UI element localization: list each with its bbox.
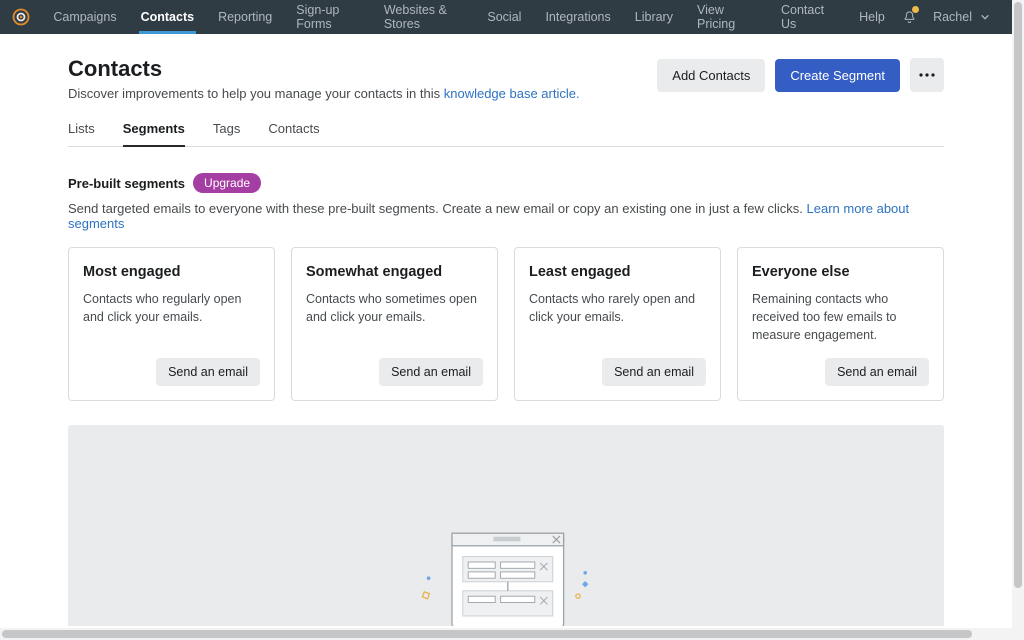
segment-card-title: Most engaged xyxy=(83,264,260,280)
upgrade-pill[interactable]: Upgrade xyxy=(193,173,261,193)
vertical-scrollbar[interactable] xyxy=(1012,0,1024,628)
segment-card-title: Least engaged xyxy=(529,264,706,280)
segment-card-title: Everyone else xyxy=(752,264,929,280)
empty-state: You haven't created any segments. Create… xyxy=(68,425,944,626)
prebuilt-subtext: Send targeted emails to everyone with th… xyxy=(68,201,944,231)
nav-view-pricing[interactable]: View Pricing xyxy=(685,0,769,34)
brand-logo[interactable] xyxy=(0,0,41,34)
segment-card: Least engaged Contacts who rarely open an… xyxy=(514,247,721,401)
chevron-down-icon xyxy=(980,12,990,22)
segment-card: Everyone else Remaining contacts who rece… xyxy=(737,247,944,401)
nav-contacts[interactable]: Contacts xyxy=(129,0,206,34)
segment-card-desc: Contacts who sometimes open and click yo… xyxy=(306,290,483,344)
page-subtitle-text: Discover improvements to help you manage… xyxy=(68,86,444,101)
tab-segments[interactable]: Segments xyxy=(123,121,185,146)
tab-tags[interactable]: Tags xyxy=(213,121,240,146)
prebuilt-heading: Pre-built segments xyxy=(68,176,185,191)
ellipsis-icon xyxy=(919,73,935,77)
more-actions-button[interactable] xyxy=(910,58,944,92)
user-menu[interactable]: Rachel xyxy=(923,0,996,34)
create-segment-button[interactable]: Create Segment xyxy=(775,59,900,92)
segment-card-title: Somewhat engaged xyxy=(306,264,483,280)
notifications-button[interactable] xyxy=(897,0,923,34)
horizontal-scrollbar[interactable] xyxy=(0,628,1024,640)
nav-contact-us[interactable]: Contact Us xyxy=(769,0,847,34)
add-contacts-button[interactable]: Add Contacts xyxy=(657,59,765,92)
tab-lists[interactable]: Lists xyxy=(68,121,95,146)
empty-illustration xyxy=(416,525,596,626)
segment-card-desc: Contacts who rarely open and click your … xyxy=(529,290,706,344)
target-icon xyxy=(11,7,31,27)
nav-library[interactable]: Library xyxy=(623,0,685,34)
nav-websites-stores[interactable]: Websites & Stores xyxy=(372,0,476,34)
tab-contacts[interactable]: Contacts xyxy=(268,121,319,146)
send-email-button[interactable]: Send an email xyxy=(825,358,929,386)
segment-card-desc: Remaining contacts who received too few … xyxy=(752,290,929,344)
nav-campaigns[interactable]: Campaigns xyxy=(41,0,128,34)
user-name: Rachel xyxy=(933,10,972,24)
segment-card: Most engaged Contacts who regularly open … xyxy=(68,247,275,401)
segment-card-desc: Contacts who regularly open and click yo… xyxy=(83,290,260,344)
nav-integrations[interactable]: Integrations xyxy=(533,0,622,34)
nav-sign-up-forms[interactable]: Sign-up Forms xyxy=(284,0,372,34)
segment-card: Somewhat engaged Contacts who sometimes o… xyxy=(291,247,498,401)
prebuilt-subtext-text: Send targeted emails to everyone with th… xyxy=(68,201,807,216)
page-title: Contacts xyxy=(68,56,657,82)
nav-social[interactable]: Social xyxy=(475,0,533,34)
sub-tabs: Lists Segments Tags Contacts xyxy=(68,121,944,147)
send-email-button[interactable]: Send an email xyxy=(602,358,706,386)
send-email-button[interactable]: Send an email xyxy=(379,358,483,386)
nav-help[interactable]: Help xyxy=(847,0,897,34)
nav-reporting[interactable]: Reporting xyxy=(206,0,284,34)
page-subtitle: Discover improvements to help you manage… xyxy=(68,86,657,101)
notification-dot xyxy=(912,6,919,13)
top-nav: CampaignsContactsReportingSign-up FormsW… xyxy=(0,0,1012,34)
send-email-button[interactable]: Send an email xyxy=(156,358,260,386)
knowledge-base-link[interactable]: knowledge base article. xyxy=(444,86,580,101)
